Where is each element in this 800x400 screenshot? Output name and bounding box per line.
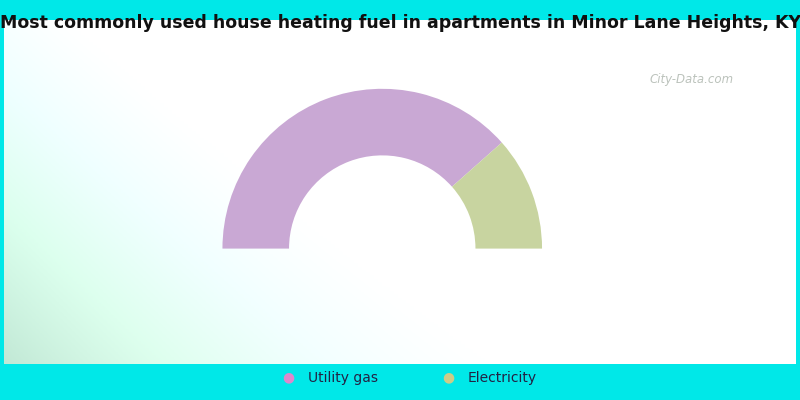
Text: ●: ●: [282, 370, 294, 385]
Wedge shape: [452, 142, 542, 248]
Text: Utility gas: Utility gas: [308, 370, 378, 385]
Text: Most commonly used house heating fuel in apartments in Minor Lane Heights, KY: Most commonly used house heating fuel in…: [0, 14, 800, 32]
Wedge shape: [222, 89, 502, 248]
Text: City-Data.com: City-Data.com: [650, 74, 734, 86]
Text: Electricity: Electricity: [468, 370, 537, 385]
Text: ●: ●: [442, 370, 454, 385]
